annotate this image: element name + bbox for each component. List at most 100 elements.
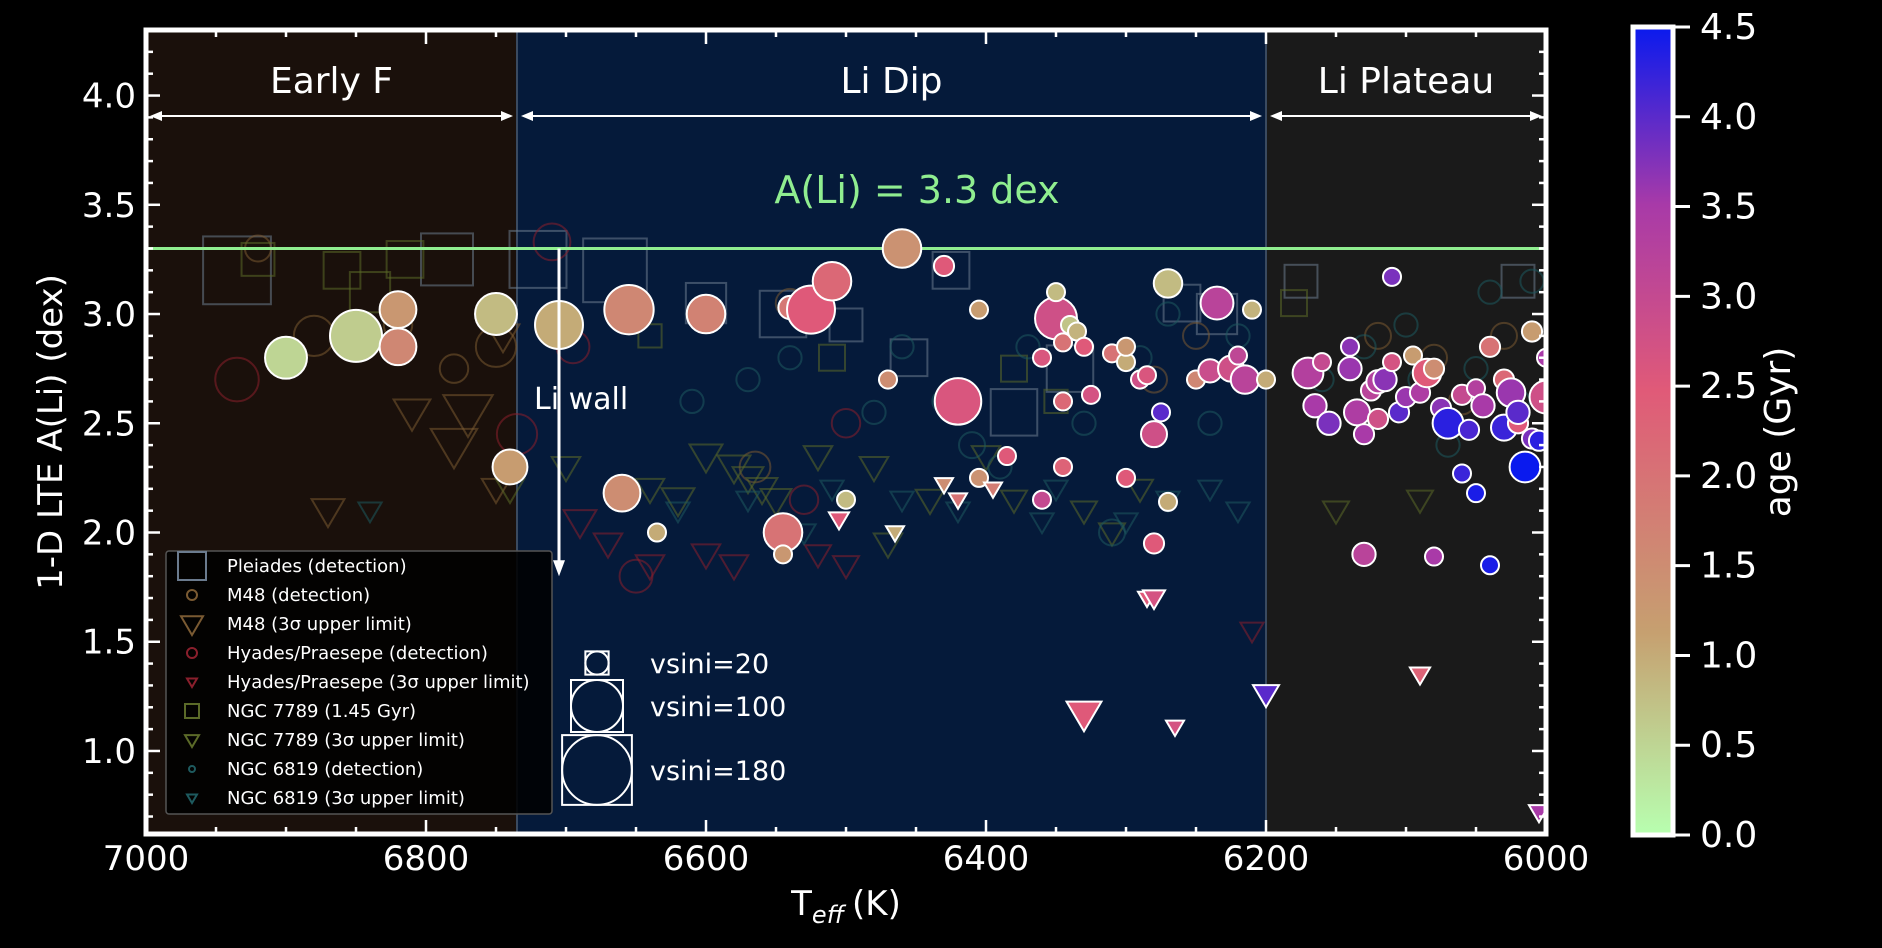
detection-point-2: [378, 290, 418, 330]
detection-point-53: [1255, 369, 1277, 390]
bg-point-4-4: [718, 554, 750, 582]
bg-point-3-5: [788, 484, 820, 515]
bg-point-7-3: [861, 399, 887, 425]
bg-point-8-2: [734, 490, 762, 514]
detection-point-33: [1073, 336, 1095, 357]
legend-marker-3: [186, 647, 198, 659]
colorbar-gradient: [1630, 24, 1676, 838]
bg-point-6-8: [758, 487, 794, 518]
region-arrowhead-left-1: [521, 111, 533, 121]
region-arrowhead-right-0: [501, 111, 513, 121]
size-legend-label-2: vsini=180: [650, 756, 786, 787]
colorbar-tick-label-1: 0.5: [1700, 725, 1757, 766]
legend-label-2: M48 (3σ upper limit): [227, 614, 412, 635]
bg-point-5-0: [240, 241, 276, 277]
bg-point-8-12: [1224, 501, 1252, 525]
detection-point-68: [1381, 352, 1403, 373]
bg-point-0-13: [1283, 263, 1319, 299]
detection-point-42: [1150, 402, 1172, 423]
x-tick-label-4: 6200: [1223, 839, 1310, 879]
detection-point-60: [1343, 398, 1371, 427]
legend-label-5: NGC 7789 (1.45 Gyr): [227, 701, 416, 722]
y-tick-label-6: 4.0: [82, 77, 136, 117]
size-legend: vsini=20 vsini=100 vsini=180: [561, 649, 786, 806]
y-axis: 1.0 1.5 2.0 2.5 3.0 3.5 4.0: [82, 50, 1546, 818]
y-axis-label: 1-D LTE A(Li) (dex): [31, 274, 71, 590]
size-legend-circle-1: [570, 679, 624, 733]
size-legend-circle-0: [584, 650, 610, 676]
bg-point-5-1: [322, 250, 362, 290]
detection-point-55: [1302, 393, 1328, 419]
bg-point-0-8: [931, 250, 971, 290]
bg-point-2-1: [391, 398, 433, 433]
bg-point-7-13: [1197, 410, 1223, 436]
legend-marker-6: [183, 734, 201, 749]
bg-point-6-9: [802, 445, 834, 473]
detection-point-16: [932, 254, 956, 278]
detection-point-30: [1052, 456, 1074, 477]
bg-point-3-0: [214, 356, 260, 403]
y-tick-label-1: 1.5: [82, 623, 136, 663]
detection-point-43: [1152, 268, 1184, 299]
li-wall-label: Li wall: [534, 382, 628, 417]
reference-line-group: A(Li) = 3.3 dex: [146, 168, 1546, 250]
legend-label-0: Pleiades (detection): [227, 556, 407, 577]
colorbar-tick-label-9: 4.5: [1700, 7, 1757, 48]
bg-point-3-6: [830, 408, 862, 439]
bg-point-7-2: [777, 345, 803, 371]
detection-point-73: [1422, 357, 1446, 380]
bg-point-6-19: [1405, 489, 1435, 515]
bg-point-6-5: [715, 454, 753, 486]
bg-point-1-8: [1182, 321, 1210, 350]
legend-marker-8: [185, 793, 199, 805]
detection-point-85: [1505, 399, 1531, 425]
bg-point-7-1: [735, 366, 761, 393]
bg-point-7-8: [1015, 334, 1041, 360]
detection-point-50: [1227, 345, 1249, 366]
y-tick-label-5: 3.5: [82, 186, 136, 226]
upper-limit-point-2: [933, 477, 955, 496]
detection-point-27: [1045, 282, 1067, 303]
colorbar-label: age (Gyr): [1758, 347, 1799, 518]
detection-point-34: [1080, 384, 1102, 405]
bg-point-1-3: [438, 353, 470, 384]
bg-point-2-2: [428, 427, 480, 471]
bg-point-7-6: [958, 431, 986, 460]
bg-point-8-1: [664, 501, 692, 525]
li-wall-arrowhead: [553, 560, 565, 577]
detection-point-64: [1366, 407, 1390, 430]
detection-point-91: [1508, 450, 1542, 484]
x-tick-label-1: 6800: [383, 839, 470, 879]
x-tick-label-5: 6000: [1503, 839, 1590, 879]
detection-point-79: [1470, 393, 1496, 419]
region-arrowhead-left-0: [150, 111, 162, 121]
legend-marker-7: [188, 765, 196, 773]
bg-point-8-5: [888, 490, 916, 514]
upper-limit-point-4: [982, 481, 1004, 500]
y-tick-label-4: 3.0: [82, 295, 136, 335]
detection-point-3: [378, 327, 418, 367]
detection-point-94: [1351, 541, 1377, 567]
detection-point-77: [1457, 418, 1481, 441]
bg-point-4-2: [634, 554, 666, 582]
detection-point-56: [1311, 352, 1333, 373]
bg-point-0-14: [1500, 263, 1536, 299]
bg-point-7-21: [1477, 279, 1503, 305]
y-tick-label-3: 2.5: [82, 404, 136, 444]
legend-marker-4: [185, 677, 199, 689]
bg-point-3-1: [532, 222, 572, 262]
legend-marker-2: [179, 615, 205, 637]
colorbar-tick-label-8: 4.0: [1700, 97, 1757, 138]
bg-point-6-4: [687, 443, 725, 475]
upper-limit-point-10: [1408, 666, 1432, 687]
region-arrowhead-right-2: [1530, 111, 1542, 121]
colorbar-tick-label-3: 1.5: [1700, 546, 1757, 587]
colorbar-tick-label-5: 2.5: [1700, 366, 1757, 407]
detection-point-18: [646, 522, 668, 543]
y-tick-label-0: 1.0: [82, 732, 136, 772]
legend-label-1: M48 (detection): [227, 585, 370, 606]
bg-point-8-4: [818, 479, 846, 503]
detection-point-51: [1229, 364, 1261, 395]
bg-point-0-0: [202, 235, 272, 306]
bg-point-7-17: [1393, 312, 1419, 338]
